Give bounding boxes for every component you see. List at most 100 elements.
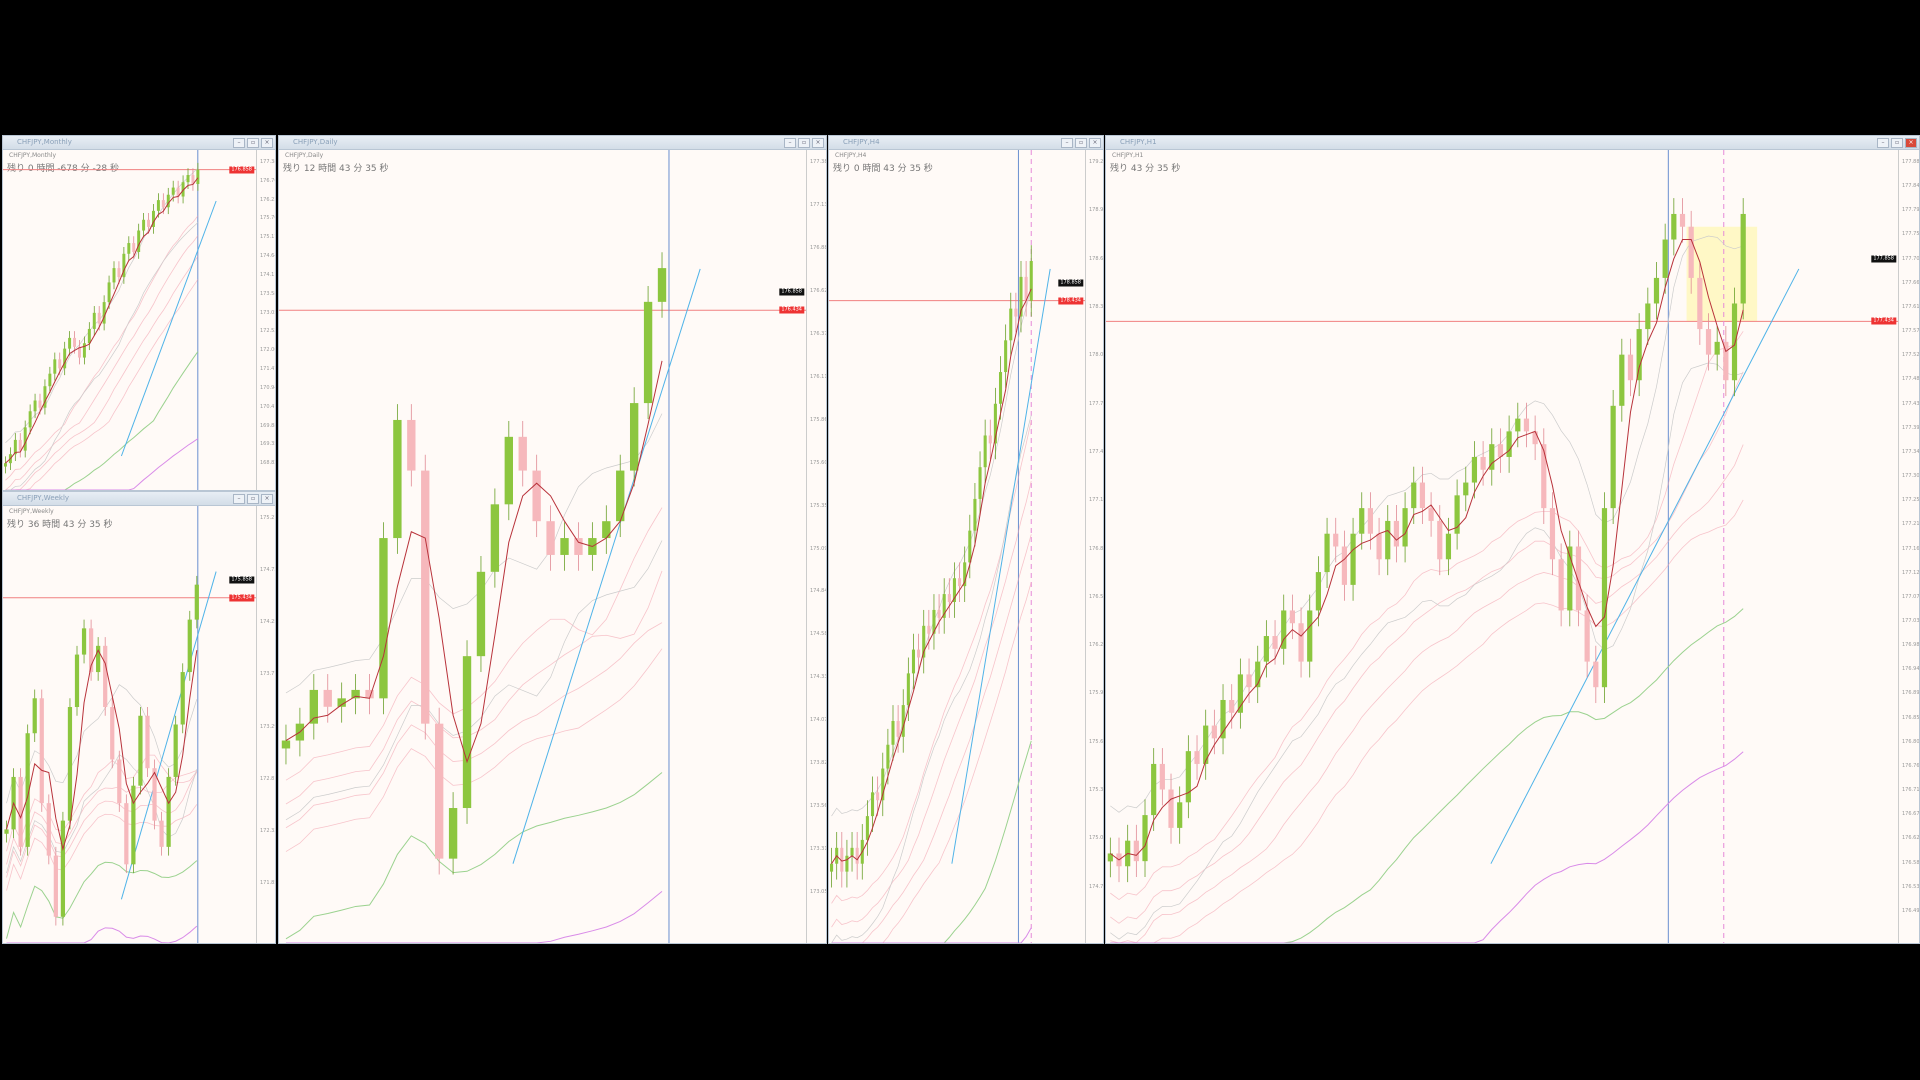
price-tick-label: 176.880 [810,244,826,251]
close-button[interactable]: × [1089,138,1101,148]
h1-chart-window[interactable]: CHFJPY,H1 – ▫ × CHFJPY,H1 残り 43 分 35 秒 177… [1105,135,1920,944]
restore-button[interactable]: ▫ [1075,138,1087,148]
restore-button[interactable]: ▫ [1891,138,1903,148]
candle-body [1333,533,1339,547]
minimize-button[interactable]: – [233,494,245,504]
close-button[interactable]: × [261,494,273,504]
restore-button[interactable]: ▫ [798,138,810,148]
restore-button[interactable]: ▫ [247,494,259,504]
ma-ribbon-line [5,235,199,490]
price-tick-label: 175.090 [810,545,826,552]
candle-body [947,594,951,603]
ma-ribbon-line [1110,331,1744,901]
price-tick-label: 174.730 [260,567,275,574]
window-title-bar[interactable]: CHFJPY,Weekly – ▫ × [3,492,275,506]
restore-button[interactable]: ▫ [247,138,259,148]
price-axis[interactable]: 177.385 176.760 176.230 175.700 175.170 174.6… [256,150,275,490]
candle-body [1688,226,1694,278]
candle-body [532,470,541,522]
candle-body [983,435,987,468]
price-tick-label: 177.480 [1902,376,1919,383]
candle-body [1428,508,1434,521]
ma-ribbon-line [6,770,197,865]
candle-body [77,346,81,358]
weekly-chart-window[interactable]: CHFJPY,Weekly – ▫ × CHFJPY,Weekly 残り 36 時間… [2,491,276,944]
candle-body [901,705,905,737]
close-button[interactable]: × [1905,138,1917,148]
price-tick-label: 169.880 [260,422,275,429]
price-tick-label: 176.670 [1902,811,1919,818]
price-tick-label: 174.110 [260,271,275,278]
window-title-bar[interactable]: CHFJPY,H1 – ▫ × [1106,136,1919,150]
minimize-button[interactable]: – [1061,138,1073,148]
price-axis[interactable]: 177.885 177.840 177.795 177.750 177.705 177.6… [1898,150,1919,943]
candle-body [876,792,880,801]
monthly-chart-window[interactable]: CHFJPY,Monthly – ▫ × CHFJPY,Monthly 残り 0 時… [2,135,276,491]
candle-body [1203,725,1209,764]
close-button[interactable]: × [812,138,824,148]
long-ma-line [5,351,199,490]
ma-ribbon-line [5,215,199,481]
candle-body [161,200,165,208]
window-title-bar[interactable]: CHFJPY,H4 – ▫ × [829,136,1103,150]
minimize-button[interactable]: – [233,138,245,148]
candle-body [122,253,126,278]
ma-ribbon-line [1110,499,1744,943]
candle-body [365,689,374,699]
countdown-text: 残り 36 時間 43 分 35 秒 [7,520,113,530]
close-button[interactable]: × [261,138,273,148]
candle-body [958,578,962,587]
ma-ribbon-line [5,256,199,490]
price-axis[interactable]: 179.2 178.9 178.6 178.3 178.0 177.7 177.4 177.1… [1085,150,1103,943]
price-tick-label: 174.640 [260,253,275,260]
price-axis[interactable]: 175.210 174.730 174.250 173.770 173.290 172.8… [256,506,275,943]
price-tick-label: 177.210 [1902,521,1919,528]
candle-body [117,268,121,278]
candle-body [81,628,87,655]
price-tick-label: 177.840 [1902,183,1919,190]
candle-body [845,855,849,872]
price-tick-label: 177.300 [1902,473,1919,480]
candle-body [643,301,653,404]
price-axis[interactable]: 177.385 177.130 176.880 176.620 176.370 176.1… [806,150,826,943]
price-tick-label: 174.330 [810,674,826,681]
candle-body [1004,340,1008,373]
candle-body [156,200,160,211]
candle-body [1151,763,1157,816]
candle-body [616,470,625,522]
candle-body [1307,610,1313,662]
h4-chart-window[interactable]: CHFJPY,H4 – ▫ × CHFJPY,H4 残り 0 時間 43 分 35 … [828,135,1104,944]
candle-body [602,521,611,539]
ma-ribbon-line [831,582,1032,943]
price-tick-label: 175.860 [810,416,826,423]
minimize-button[interactable]: – [1877,138,1889,148]
daily-chart-window[interactable]: CHFJPY,Daily – ▫ × CHFJPY,Daily 残り 12 時間 4… [278,135,827,944]
price-tick-label: 171.470 [260,366,275,373]
price-tick-label: 176.5 [1089,593,1103,600]
candle-body [63,348,67,369]
minimize-button[interactable]: – [784,138,796,148]
window-title-bar[interactable]: CHFJPY,Monthly – ▫ × [3,136,275,150]
price-tick-label: 169.350 [260,441,275,448]
candle-body [1645,303,1651,330]
price-tick-label: 178.3 [1089,303,1103,310]
candle-body [906,673,910,706]
candle-body [152,768,157,821]
candle-body [137,230,141,252]
price-tick-label: 177.390 [1902,424,1919,431]
candle-body [1376,533,1382,560]
candle-body [942,594,946,618]
price-tick-label: 171.850 [260,879,275,886]
candle-body [1029,261,1033,301]
price-tick-label: 177.705 [1902,255,1919,262]
candle-body [48,373,52,387]
window-title-bar[interactable]: CHFJPY,Daily – ▫ × [279,136,826,150]
candle-body [870,792,875,817]
candle-body [23,427,27,451]
price-tick-label: 170.410 [260,403,275,410]
candle-body [1558,559,1564,611]
price-tick-label: 174.250 [260,619,275,626]
candle-body [151,210,155,227]
candle-body [998,372,1003,404]
candle-body [1315,572,1321,611]
